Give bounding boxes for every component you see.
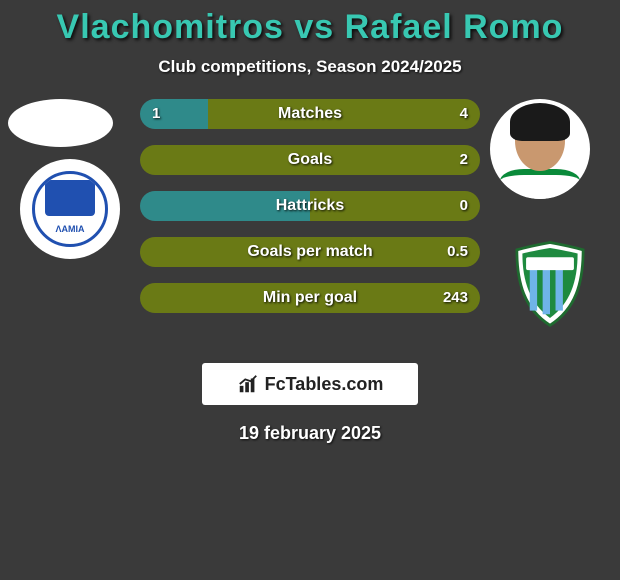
stat-right-value: 243 [443, 283, 468, 313]
stat-label: Matches [140, 99, 480, 129]
stat-right-value: 4 [460, 99, 468, 129]
stat-right-value: 0 [460, 191, 468, 221]
comparison-content: ΛΑΜΙΑ 1Matches4 Goals2 Hattricks0 Goals per… [0, 99, 620, 359]
brand-text: FcTables.com [265, 374, 384, 395]
stat-row: Hattricks0 [140, 191, 480, 221]
stat-label: Goals per match [140, 237, 480, 267]
player-left-club-badge: ΛΑΜΙΑ [20, 159, 120, 259]
chart-icon [237, 373, 259, 395]
comparison-title: Vlachomitros vs Rafael Romo [0, 0, 620, 47]
comparison-subtitle: Club competitions, Season 2024/2025 [0, 57, 620, 77]
brand-box: FcTables.com [202, 363, 418, 405]
stat-row: Goals per match0.5 [140, 237, 480, 267]
stat-label: Min per goal [140, 283, 480, 313]
player-right-club-badge [500, 233, 600, 333]
stat-row: 1Matches4 [140, 99, 480, 129]
stat-label: Hattricks [140, 191, 480, 221]
stat-row: Min per goal243 [140, 283, 480, 313]
stat-row: Goals2 [140, 145, 480, 175]
stat-label: Goals [140, 145, 480, 175]
stat-right-value: 2 [460, 145, 468, 175]
stat-right-value: 0.5 [447, 237, 468, 267]
player-right-avatar [490, 99, 590, 199]
club-left-label: ΛΑΜΙΑ [35, 224, 105, 234]
player-left-avatar [8, 99, 113, 147]
stat-bars: 1Matches4 Goals2 Hattricks0 Goals per match… [140, 99, 480, 329]
date-label: 19 february 2025 [0, 423, 620, 444]
